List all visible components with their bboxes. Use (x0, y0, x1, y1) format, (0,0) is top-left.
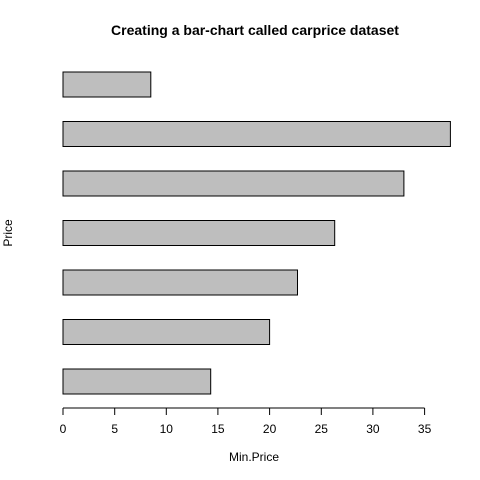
x-tick-label-25: 25 (315, 422, 329, 436)
x-tick-label-10: 10 (160, 422, 174, 436)
x-ticks-group: 0 5 10 15 20 25 30 35 (60, 408, 432, 436)
x-tick-label-20: 20 (263, 422, 277, 436)
bar-4 (62, 220, 336, 246)
bar-2 (62, 121, 451, 147)
x-tick-label-35: 35 (418, 422, 432, 436)
x-tick-label-0: 0 (60, 422, 67, 436)
bar-6 (62, 319, 271, 345)
bars-group (62, 71, 451, 395)
x-tick-label-15: 15 (211, 422, 225, 436)
y-axis-label: Price (1, 219, 15, 247)
x-tick-label-30: 30 (366, 422, 380, 436)
bar-1 (62, 71, 152, 98)
x-axis-label: Min.Price (229, 450, 279, 464)
x-axis: 0 5 10 15 20 25 30 35 (60, 407, 432, 436)
bar-5 (62, 269, 298, 296)
x-tick-label-5: 5 (111, 422, 118, 436)
bar-3 (62, 170, 405, 197)
chart-title: Creating a bar-chart called carprice dat… (111, 22, 399, 38)
bar-7 (62, 368, 212, 395)
